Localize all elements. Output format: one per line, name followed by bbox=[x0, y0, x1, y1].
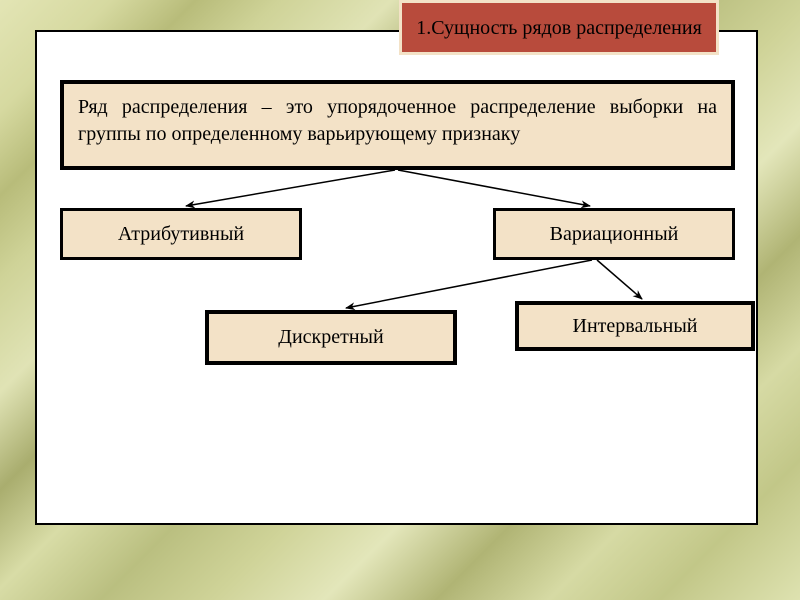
definition-box: Ряд распределения – это упорядоченное ра… bbox=[60, 80, 735, 170]
node-attr: Атрибутивный bbox=[60, 208, 302, 260]
slide-title: 1.Сущность рядов распределения bbox=[399, 0, 719, 55]
node-intv: Интервальный bbox=[515, 301, 755, 351]
node-disc: Дискретный bbox=[205, 310, 457, 365]
node-var: Вариационный bbox=[493, 208, 735, 260]
